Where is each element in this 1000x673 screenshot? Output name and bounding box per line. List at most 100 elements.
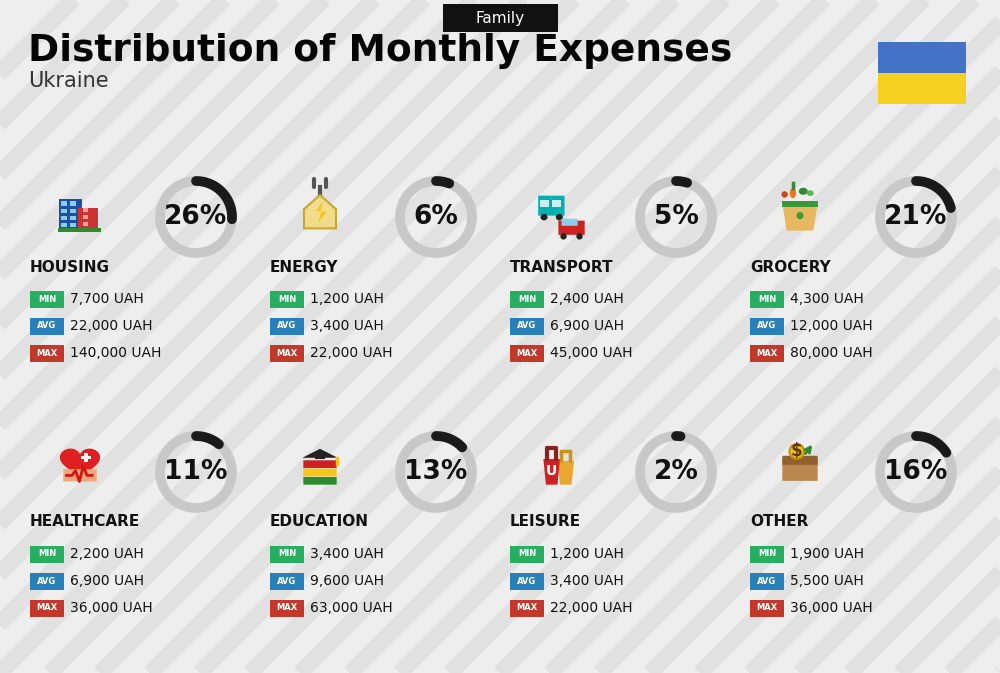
Text: Distribution of Monthly Expenses: Distribution of Monthly Expenses: [28, 33, 732, 69]
Text: MIN: MIN: [38, 295, 56, 304]
Text: 2,200 UAH: 2,200 UAH: [70, 547, 144, 561]
Text: OTHER: OTHER: [750, 514, 808, 530]
FancyBboxPatch shape: [538, 196, 565, 215]
Bar: [750, 600, 784, 616]
FancyBboxPatch shape: [558, 221, 585, 235]
Bar: [270, 600, 304, 616]
Text: 4,300 UAH: 4,300 UAH: [790, 292, 864, 306]
Text: Family: Family: [475, 11, 525, 26]
Bar: [84, 453, 88, 462]
Bar: [270, 573, 304, 590]
Text: 45,000 UAH: 45,000 UAH: [550, 346, 633, 360]
Polygon shape: [302, 449, 338, 458]
Text: 12,000 UAH: 12,000 UAH: [790, 319, 873, 333]
Text: HEALTHCARE: HEALTHCARE: [30, 514, 140, 530]
Bar: [30, 345, 64, 361]
FancyBboxPatch shape: [303, 460, 337, 468]
Bar: [59, 199, 82, 231]
Text: 6,900 UAH: 6,900 UAH: [70, 574, 144, 588]
Text: LEISURE: LEISURE: [510, 514, 581, 530]
Ellipse shape: [556, 214, 563, 220]
Text: 36,000 UAH: 36,000 UAH: [70, 601, 153, 615]
Bar: [81, 456, 91, 459]
Text: 11%: 11%: [164, 459, 228, 485]
Text: Ukraine: Ukraine: [28, 71, 109, 91]
Bar: [552, 200, 561, 207]
Text: MAX: MAX: [276, 604, 298, 612]
Text: TRANSPORT: TRANSPORT: [510, 260, 614, 275]
Text: 2,400 UAH: 2,400 UAH: [550, 292, 624, 306]
Text: 22,000 UAH: 22,000 UAH: [310, 346, 392, 360]
FancyBboxPatch shape: [303, 477, 337, 485]
Bar: [270, 318, 304, 334]
Text: U: U: [546, 464, 557, 479]
Bar: [878, 42, 966, 73]
Text: 140,000 UAH: 140,000 UAH: [70, 346, 161, 360]
Text: $: $: [791, 442, 803, 460]
Ellipse shape: [781, 191, 788, 198]
Text: MAX: MAX: [756, 604, 778, 612]
Text: AVG: AVG: [277, 577, 297, 586]
Bar: [61, 201, 67, 207]
Text: 26%: 26%: [164, 204, 228, 230]
Text: AVG: AVG: [277, 322, 297, 330]
Text: 80,000 UAH: 80,000 UAH: [790, 346, 873, 360]
Text: 63,000 UAH: 63,000 UAH: [310, 601, 393, 615]
FancyBboxPatch shape: [63, 469, 97, 481]
Bar: [30, 546, 64, 563]
Text: MIN: MIN: [758, 295, 776, 304]
Text: AVG: AVG: [37, 577, 57, 586]
Text: 36,000 UAH: 36,000 UAH: [790, 601, 873, 615]
Bar: [61, 215, 67, 220]
Bar: [70, 223, 76, 227]
Text: 22,000 UAH: 22,000 UAH: [550, 601, 633, 615]
Text: MIN: MIN: [38, 549, 56, 559]
Text: 21%: 21%: [884, 204, 948, 230]
Text: 3,400 UAH: 3,400 UAH: [550, 574, 624, 588]
Text: MIN: MIN: [278, 549, 296, 559]
Text: AVG: AVG: [517, 322, 537, 330]
FancyBboxPatch shape: [303, 468, 337, 476]
Text: 7,700 UAH: 7,700 UAH: [70, 292, 144, 306]
Text: 6%: 6%: [414, 204, 458, 230]
Text: AVG: AVG: [37, 322, 57, 330]
Polygon shape: [782, 203, 818, 231]
Bar: [83, 208, 88, 213]
Text: HOUSING: HOUSING: [30, 260, 110, 275]
Bar: [70, 209, 76, 213]
Text: 2%: 2%: [654, 459, 698, 485]
Bar: [70, 201, 76, 207]
Bar: [315, 454, 325, 459]
Bar: [30, 291, 64, 308]
Bar: [510, 600, 544, 616]
FancyBboxPatch shape: [442, 4, 558, 32]
Bar: [270, 345, 304, 361]
Text: MAX: MAX: [36, 604, 58, 612]
Ellipse shape: [807, 190, 814, 196]
Bar: [750, 291, 784, 308]
Text: MIN: MIN: [518, 549, 536, 559]
Bar: [510, 546, 544, 563]
Bar: [510, 573, 544, 590]
Text: 5%: 5%: [654, 204, 698, 230]
Bar: [510, 291, 544, 308]
Text: MAX: MAX: [516, 604, 538, 612]
Text: 22,000 UAH: 22,000 UAH: [70, 319, 152, 333]
Text: 16%: 16%: [884, 459, 948, 485]
Bar: [30, 600, 64, 616]
Bar: [58, 228, 101, 232]
Bar: [30, 318, 64, 334]
Bar: [878, 73, 966, 104]
Ellipse shape: [790, 188, 796, 199]
Text: AVG: AVG: [757, 577, 777, 586]
Text: AVG: AVG: [517, 577, 537, 586]
Bar: [750, 318, 784, 334]
Text: 1,200 UAH: 1,200 UAH: [550, 547, 624, 561]
Text: MAX: MAX: [276, 349, 298, 357]
Bar: [270, 546, 304, 563]
Text: AVG: AVG: [757, 322, 777, 330]
Bar: [61, 223, 67, 227]
Bar: [750, 546, 784, 563]
Bar: [510, 318, 544, 334]
Text: MIN: MIN: [518, 295, 536, 304]
